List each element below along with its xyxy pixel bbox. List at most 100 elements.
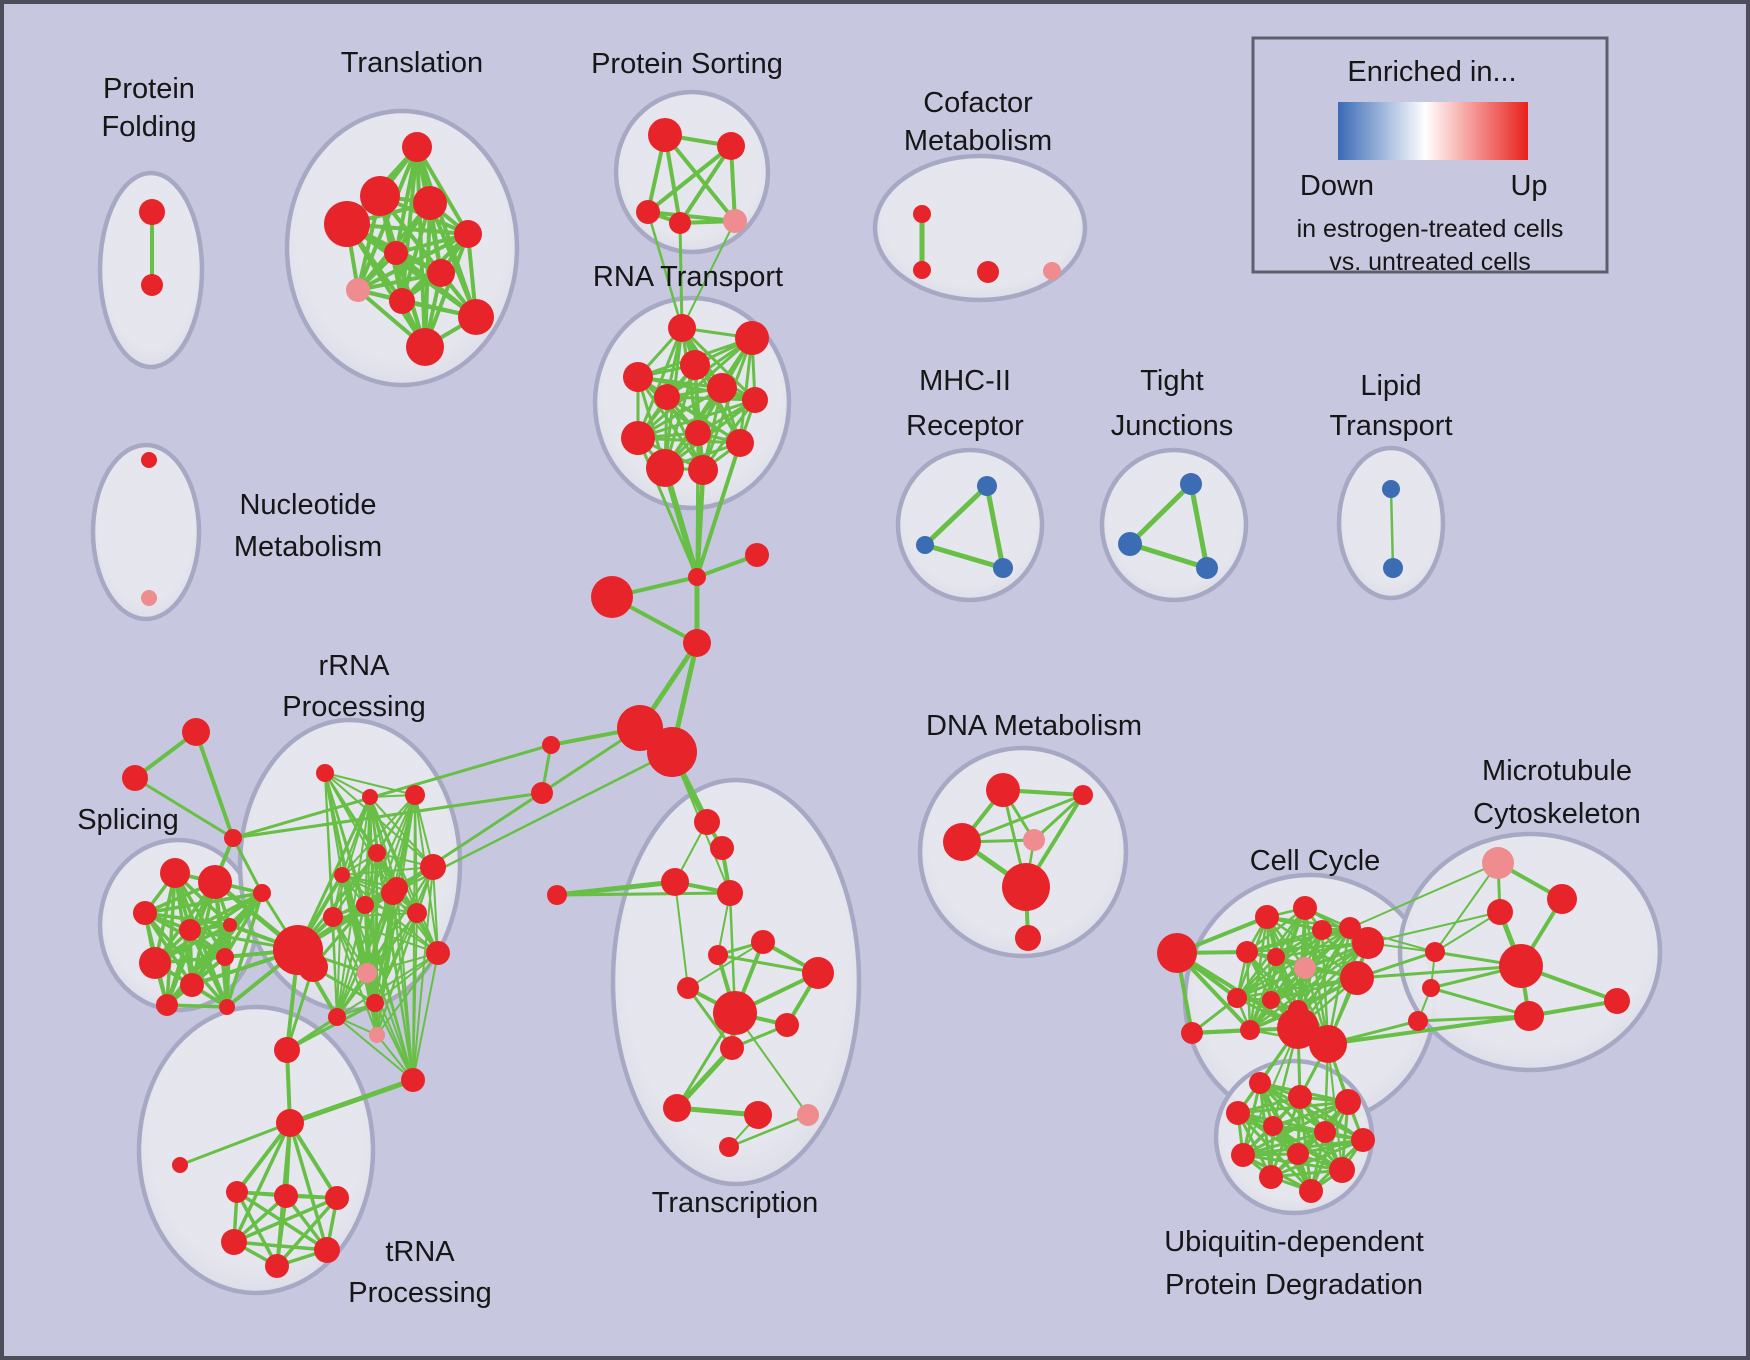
node-RR12 xyxy=(366,994,384,1012)
node-SP6 xyxy=(180,973,204,997)
node-MC3 xyxy=(1425,942,1445,962)
cluster-label-cell-cycle: Cell Cycle xyxy=(1250,845,1381,877)
edge-RR10-RR14 xyxy=(336,952,439,1018)
node-TR0 xyxy=(226,1181,248,1203)
cluster-label-nucleotide-metabolism: Nucleotide Metabolism xyxy=(234,489,382,563)
node-TC7 xyxy=(802,957,834,989)
legend-title: Enriched in... xyxy=(1347,56,1516,88)
node-TJ2 xyxy=(1196,557,1218,579)
edge-RR14-RR16 xyxy=(332,916,338,1018)
node-TC15 xyxy=(719,1137,739,1157)
edge-TC5-TC7 xyxy=(716,953,820,975)
node-SP7 xyxy=(156,994,178,1016)
edge-CH1-TR0 xyxy=(235,1121,292,1194)
node-RT6 xyxy=(654,384,680,410)
node-CCb xyxy=(1309,1025,1347,1063)
node-UB6 xyxy=(1351,1128,1375,1152)
node-TR4 xyxy=(314,1237,340,1263)
node-T10 xyxy=(406,328,444,366)
node-TC11 xyxy=(720,1036,744,1060)
edge-CH1-TR4 xyxy=(288,1121,329,1252)
edge-M0-M2 xyxy=(984,483,1006,571)
edge-RR4-RR6 xyxy=(341,866,434,876)
node-RR9 xyxy=(407,903,427,923)
node-DM5 xyxy=(1015,925,1041,951)
node-DM1 xyxy=(1073,785,1093,805)
node-H2 xyxy=(647,727,697,777)
edge-CC1-CCb xyxy=(1303,906,1330,1046)
edge-TJ0-TJ1 xyxy=(1127,481,1194,547)
node-T3 xyxy=(413,186,447,220)
node-DM3 xyxy=(1023,829,1045,851)
edge-CC4-MC2 xyxy=(1367,911,1501,944)
node-PS0 xyxy=(648,118,682,152)
legend-down-label: Down xyxy=(1300,170,1374,202)
node-J1 xyxy=(683,629,711,657)
node-TC12 xyxy=(663,1094,691,1122)
node-CF0 xyxy=(913,205,931,223)
node-RT2 xyxy=(680,350,710,380)
edge-RT5-RT8 xyxy=(636,398,757,440)
edge-CC4-CC11 xyxy=(1296,941,1370,1012)
node-RR10 xyxy=(426,941,450,965)
node-TR3 xyxy=(221,1229,247,1255)
edge-T0-T4 xyxy=(415,145,470,236)
node-M2 xyxy=(993,558,1013,578)
node-TC0 xyxy=(694,809,720,835)
edge-M0-M1 xyxy=(922,483,990,548)
node-RR4 xyxy=(334,867,350,883)
edge-RR0-RR2 xyxy=(324,772,416,796)
node-SP9 xyxy=(253,884,271,902)
node-TC8 xyxy=(677,977,699,999)
node-CC0 xyxy=(1255,905,1279,929)
edge-MC8-MC6 xyxy=(1416,1014,1531,1023)
edge-TR2-TR3 xyxy=(232,1196,339,1244)
node-M0 xyxy=(977,476,997,496)
node-MC8 xyxy=(1408,1011,1428,1031)
edge-TJ0-TJ2 xyxy=(1188,481,1210,571)
node-TC6 xyxy=(751,930,775,954)
edge-RR9-RR16 xyxy=(332,912,418,918)
cluster-label-translation: Translation xyxy=(341,47,483,79)
node-RR16 xyxy=(323,907,343,927)
node-UB3 xyxy=(1226,1101,1250,1125)
node-T8 xyxy=(389,288,415,314)
cluster-label-lipid-transport: Lipid Transport xyxy=(1329,370,1452,442)
node-CCo1 xyxy=(1157,933,1197,973)
node-RR14 xyxy=(328,1008,346,1026)
node-UB0 xyxy=(1249,1072,1271,1094)
node-SP1 xyxy=(198,865,232,899)
edge-RR7-RR10 xyxy=(364,904,439,954)
edge-RR6-RR10 xyxy=(432,866,439,954)
node-RT9 xyxy=(726,429,754,457)
edge-CC1-CC5 xyxy=(1245,906,1307,954)
node-MC1 xyxy=(1547,884,1577,914)
node-TC13 xyxy=(744,1101,772,1129)
cluster-label-rrna-processing: rRNA Processing xyxy=(282,650,425,723)
node-PS3 xyxy=(669,212,691,234)
edge-ST1-SPJ xyxy=(133,776,235,840)
edge-RR10-RR15 xyxy=(412,952,439,1081)
node-TC9 xyxy=(713,991,757,1035)
node-SP3 xyxy=(179,919,201,941)
cluster-labels-layer: Protein Folding Translation Protein Sorting… xyxy=(77,47,1641,1309)
node-UB5 xyxy=(1314,1121,1336,1143)
node-CH2 xyxy=(172,1157,188,1173)
edge-RR10-RR11 xyxy=(366,952,439,974)
legend-caption-line2: vs. untreated cells xyxy=(1329,248,1531,276)
node-UB10 xyxy=(1259,1165,1283,1189)
node-CC9 xyxy=(1227,988,1247,1008)
node-RR8 xyxy=(381,881,405,905)
edge-TR3-TR4 xyxy=(232,1240,329,1252)
edge-ST0-SPJ xyxy=(194,730,235,840)
edge-PS0-PS4 xyxy=(663,133,737,223)
node-TC5 xyxy=(708,945,728,965)
node-CC4 xyxy=(1352,927,1384,959)
legend: Enriched in... Down Up in estrogen-treat… xyxy=(1251,36,1609,276)
cluster-label-microtubule-cytoskeleton: Microtubule Cytoskeleton xyxy=(1473,755,1641,830)
edge-TR0-TR5 xyxy=(235,1190,279,1268)
node-N1 xyxy=(141,590,157,606)
node-UB4 xyxy=(1263,1116,1283,1136)
cluster-label-splicing: Splicing xyxy=(77,804,179,836)
